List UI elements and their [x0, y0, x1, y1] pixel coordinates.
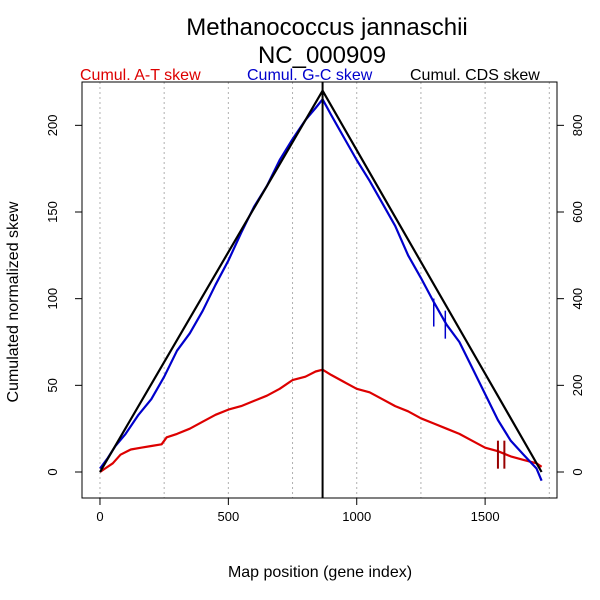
series-line-cds-skew	[99, 89, 543, 473]
legend-cds-skew: Cumul. CDS skew	[410, 67, 540, 84]
y-axis-label: Cumulated normalized skew	[5, 201, 22, 402]
y-tick-label: 50	[45, 378, 60, 392]
y-tick-label: 200	[45, 114, 60, 136]
y-axis-left: 0 50 100 150 200	[45, 114, 82, 476]
y-tick-label: 150	[45, 201, 60, 223]
y2-tick-label: 800	[570, 114, 585, 136]
legend-gc-skew: Cumul. G-C skew	[247, 67, 373, 84]
x-axis: 0 500 1000 1500	[96, 498, 500, 524]
series-line-gc-skew	[99, 98, 543, 482]
y2-tick-label: 400	[570, 288, 585, 310]
y2-tick-label: 600	[570, 201, 585, 223]
x-tick-label: 0	[96, 509, 103, 524]
series-line-at-skew	[99, 368, 543, 473]
plot-frame	[81, 81, 558, 499]
grid-lines	[99, 82, 550, 498]
x-axis-label: Map position (gene index)	[228, 564, 412, 581]
x-tick-label: 1000	[342, 509, 371, 524]
y-tick-label: 0	[45, 468, 60, 475]
chart-title: Methanococcus jannaschii	[186, 14, 468, 41]
y-axis-right: 0 200 400 600 800	[557, 114, 585, 476]
y-tick-label: 100	[45, 288, 60, 310]
chart-subtitle: NC_000909	[258, 42, 386, 69]
y2-tick-label: 200	[570, 374, 585, 396]
plot-series	[99, 82, 543, 498]
y2-tick-label: 0	[570, 468, 585, 475]
x-tick-label: 1500	[471, 509, 500, 524]
legend-at-skew: Cumul. A-T skew	[80, 67, 201, 84]
x-tick-label: 500	[217, 509, 239, 524]
